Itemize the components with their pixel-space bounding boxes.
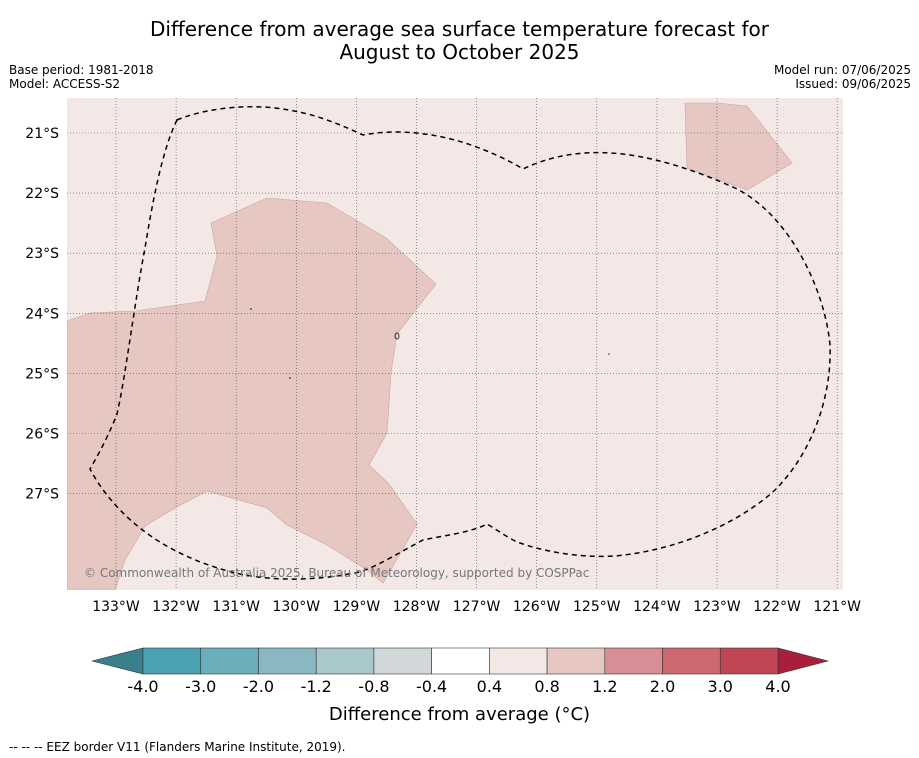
- colorbar-title: Difference from average (°C): [328, 704, 591, 725]
- longitude-tick-label: 123°W: [693, 599, 741, 615]
- longitude-tick-label: 129°W: [333, 599, 381, 615]
- colorbar-bin: [200, 647, 259, 675]
- longitude-tick-label: 122°W: [753, 599, 801, 615]
- colorbar-tick-label: -0.4: [416, 677, 448, 696]
- colorbar-bin: [719, 647, 779, 675]
- colorbar-tick-label: -0.8: [358, 677, 390, 696]
- longitude-tick-label: 132°W: [152, 599, 200, 615]
- colorbar-tick-label: 0.4: [476, 677, 503, 696]
- longitude-axis: 133°W 132°W 131°W 130°W 129°W 128°W 127°W 126°W…: [92, 599, 861, 615]
- base-period: Base period: 1981-2018: [9, 63, 154, 77]
- anomaly-patch-west: [67, 197, 437, 590]
- island-speck: [250, 308, 252, 310]
- longitude-tick-label: 124°W: [633, 599, 681, 615]
- longitude-tick-label: 126°W: [513, 599, 561, 615]
- latitude-tick-label: 22°S: [25, 186, 59, 202]
- latitude-tick-label: 26°S: [25, 427, 59, 443]
- longitude-tick-label: 121°W: [813, 599, 861, 615]
- colorbar-bin: [373, 647, 432, 675]
- map-title: Difference from average sea surface temp…: [0, 18, 919, 64]
- colorbar-tick-label: 4.0: [765, 677, 791, 696]
- island-speck: [289, 377, 291, 379]
- model-run: Model run: 07/06/2025: [773, 63, 911, 77]
- colorbar-tick-label: 1.2: [592, 677, 618, 696]
- colorbar-bin: [662, 647, 721, 675]
- longitude-tick-label: 133°W: [92, 599, 140, 615]
- colorbar-bin: [142, 647, 202, 675]
- colorbar-tick-label: 3.0: [707, 677, 733, 696]
- island-speck: [608, 353, 610, 355]
- title-line-2: August to October 2025: [339, 40, 580, 64]
- longitude-tick-label: 127°W: [453, 599, 501, 615]
- colorbar-tick-label: 0.8: [534, 677, 560, 696]
- colorbar-bin: [258, 647, 317, 675]
- graticule: [67, 98, 843, 590]
- colorbar-tick-label: -4.0: [127, 677, 159, 696]
- colorbar-bin: [489, 647, 548, 675]
- island-speck: [394, 332, 400, 340]
- longitude-tick-label: 125°W: [573, 599, 621, 615]
- latitude-tick-label: 25°S: [25, 366, 59, 382]
- longitude-tick-label: 128°W: [393, 599, 441, 615]
- meta-right: Model run: 07/06/2025 Issued: 09/06/2025: [774, 63, 911, 91]
- colorbar-bin: [546, 647, 606, 675]
- colorbar-extend-low: [91, 647, 144, 675]
- colorbar: [91, 647, 830, 675]
- copyright-notice: © Commonwealth of Australia 2025, Bureau…: [84, 566, 589, 580]
- colorbar-tick-label: -2.0: [242, 677, 275, 696]
- latitude-tick-label: 23°S: [25, 246, 59, 262]
- colorbar-extend-high: [777, 647, 830, 675]
- meta-left: Base period: 1981-2018 Model: ACCESS-S2: [9, 63, 154, 91]
- model-name: Model: ACCESS-S2: [9, 77, 121, 91]
- eez-border: [89, 106, 831, 580]
- longitude-tick-label: 130°W: [273, 599, 321, 615]
- colorbar-bin: [604, 647, 663, 675]
- issued-date: Issued: 09/06/2025: [795, 77, 911, 91]
- colorbar-tick-label: -1.2: [300, 677, 332, 696]
- colorbar-bin: [431, 647, 490, 675]
- latitude-tick-label: 24°S: [25, 306, 59, 322]
- legend-footnote: -- -- -- EEZ border V11 (Flanders Marine…: [9, 740, 346, 754]
- anomaly-patch-northeast: [684, 102, 793, 191]
- title-line-1: Difference from average sea surface temp…: [149, 17, 769, 41]
- latitude-axis: 21°S 22°S 23°S 24°S 25°S 26°S 27°S: [25, 126, 59, 503]
- colorbar-tick-label: -3.0: [185, 677, 217, 696]
- colorbar-bin: [315, 647, 375, 675]
- latitude-tick-label: 27°S: [25, 487, 59, 503]
- longitude-tick-label: 131°W: [212, 599, 260, 615]
- colorbar-tick-label: 2.0: [649, 677, 676, 696]
- latitude-tick-label: 21°S: [25, 126, 59, 142]
